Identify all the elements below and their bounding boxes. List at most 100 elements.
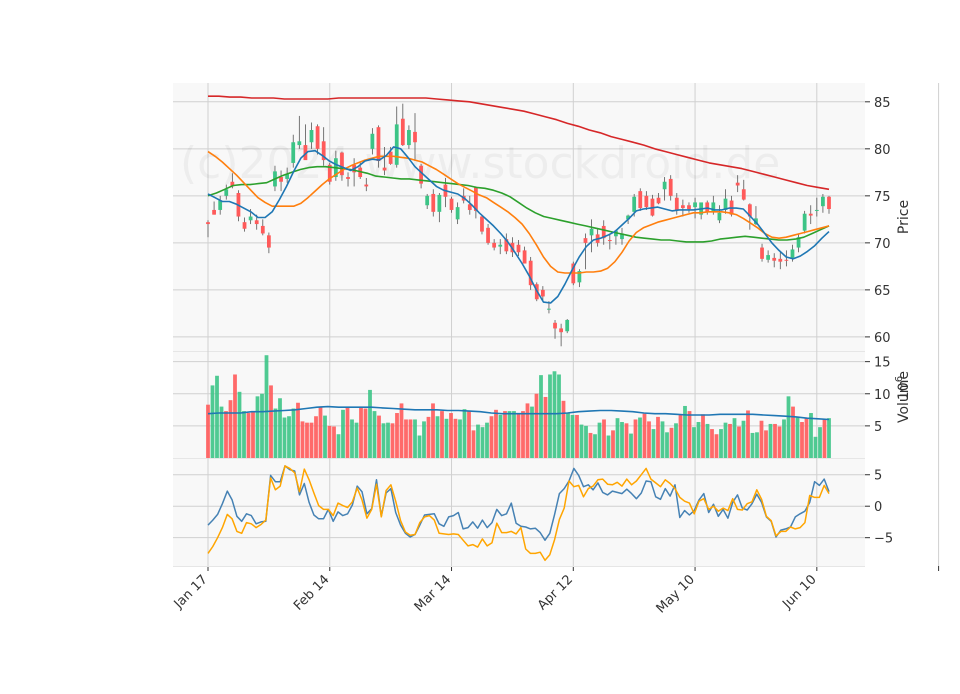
volume-bar [827, 418, 831, 458]
volume-axis-label: Volume [896, 371, 912, 423]
volume-bar [651, 429, 656, 458]
price-tick-label: 60 [874, 331, 891, 346]
volume-bar [318, 407, 323, 458]
volume-bar [516, 413, 521, 458]
volume-bar [408, 419, 413, 458]
candle-up [285, 174, 290, 179]
candle-up [790, 249, 795, 258]
candle-down [747, 204, 752, 217]
candle-down [449, 198, 454, 210]
oscillator-tick-label: 0 [874, 500, 882, 515]
volume-bar [395, 413, 399, 458]
volume-bar [750, 432, 755, 458]
volume-tick-label: 15 [874, 356, 891, 371]
volume-bar [611, 430, 615, 458]
candle-down [346, 177, 350, 179]
candle-down [601, 225, 606, 239]
volume-bar [210, 385, 215, 458]
candle-up [394, 124, 399, 165]
candle-down [315, 126, 320, 149]
volume-bar [647, 421, 651, 458]
volume-bar [719, 429, 723, 458]
candle-up [693, 202, 697, 208]
candle-down [388, 151, 393, 164]
volume-bar [732, 418, 737, 458]
volume-bar [291, 408, 296, 458]
volume-bar [390, 423, 395, 458]
candle-up [589, 228, 594, 236]
volume-bar [579, 424, 584, 458]
volume-bar [795, 417, 800, 458]
volume-bar [710, 429, 714, 458]
volume-bar [683, 405, 687, 458]
volume-bar [458, 419, 462, 458]
candle-down [516, 244, 521, 253]
volume-bar [615, 418, 620, 458]
volume-bar [755, 432, 759, 458]
volume-bar [215, 375, 219, 458]
volume-bar [476, 424, 480, 458]
candle-up [437, 194, 442, 212]
volume-bar [656, 416, 660, 458]
candle-up [723, 198, 728, 210]
volume-bar [786, 396, 791, 458]
volume-bar [471, 430, 476, 458]
candle-up [370, 133, 375, 149]
candle-down [413, 131, 417, 143]
volume-bar [507, 411, 512, 458]
candle-down [321, 141, 326, 161]
volume-bar [417, 435, 422, 458]
volume-bar [525, 403, 530, 458]
volume-bar [588, 432, 593, 458]
volume-bar [498, 414, 503, 458]
candle-up [802, 213, 807, 231]
volume-bar [773, 423, 777, 458]
oscillator-tick-label: 5 [874, 469, 882, 484]
price-tick-label: 85 [874, 96, 891, 111]
volume-bar [552, 371, 557, 458]
volume-bar [485, 422, 489, 458]
candle-down [486, 227, 490, 243]
volume-bar [404, 419, 408, 458]
volume-bar [512, 411, 516, 458]
volume-bar [539, 375, 543, 458]
volume-bar [368, 389, 372, 458]
volume-bar [336, 434, 341, 458]
volume-bar [687, 411, 692, 458]
volume-bar [449, 413, 453, 458]
volume-bar [296, 402, 300, 458]
volume-bar [341, 409, 345, 458]
candle-up [297, 141, 302, 146]
candle-down [254, 220, 259, 225]
oscillator-line-blue [207, 465, 830, 541]
volume-bar [350, 419, 354, 458]
volume-bar [521, 411, 525, 458]
candle-down [522, 250, 527, 264]
volume-bar [228, 400, 233, 458]
candle-up [717, 212, 722, 221]
volume-bar [233, 374, 237, 458]
candle-up [224, 189, 229, 196]
price-axis-label: Price [896, 200, 912, 234]
volume-bar [642, 413, 647, 458]
candle-down [364, 184, 369, 187]
candle-down [206, 222, 210, 225]
candle-down [559, 328, 564, 333]
volume-bar [764, 430, 768, 458]
volume-bar [309, 422, 314, 458]
volume-bar [813, 436, 818, 458]
volume-exponent-label: 106 [894, 376, 912, 400]
candle-down [778, 258, 783, 262]
volume-bar [665, 432, 669, 458]
candle-down [473, 187, 478, 211]
candle-down [656, 197, 661, 204]
volume-bar [444, 418, 449, 458]
candle-down [266, 235, 271, 248]
price-tick-label: 80 [874, 143, 891, 158]
candle-down [327, 164, 332, 182]
oscillator-tick-label: −5 [874, 532, 893, 547]
candle-down [528, 260, 533, 286]
candle-up [620, 233, 624, 240]
candle-down [230, 181, 235, 187]
candle-down [827, 196, 831, 210]
